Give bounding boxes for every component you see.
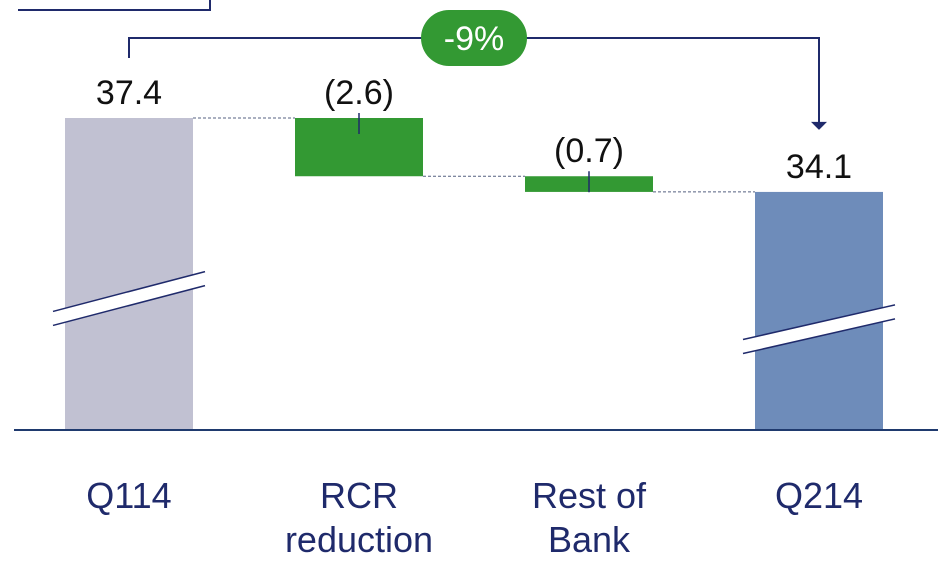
annotation-pill xyxy=(421,10,527,66)
axis-break-line xyxy=(52,284,206,327)
annotation: -9% xyxy=(444,20,504,58)
category-label: Rest of Bank xyxy=(531,475,647,560)
value-label: (2.6) xyxy=(324,74,394,112)
arrow-head xyxy=(811,121,827,130)
category-label: Q114 xyxy=(86,475,172,516)
axis-break-line xyxy=(52,270,206,313)
value-label: 34.1 xyxy=(786,148,852,186)
value-label: (0.7) xyxy=(554,132,624,170)
bar xyxy=(65,118,193,430)
bar xyxy=(755,191,883,430)
frame-corner xyxy=(18,0,211,11)
axis-break-line xyxy=(742,318,896,355)
value-label: 37.4 xyxy=(96,74,162,112)
axis-break xyxy=(743,304,895,354)
axis-break xyxy=(53,271,205,326)
category-label: RCR reduction xyxy=(284,475,434,560)
axis-break-line xyxy=(742,304,896,341)
category-label: Q214 xyxy=(774,475,864,516)
